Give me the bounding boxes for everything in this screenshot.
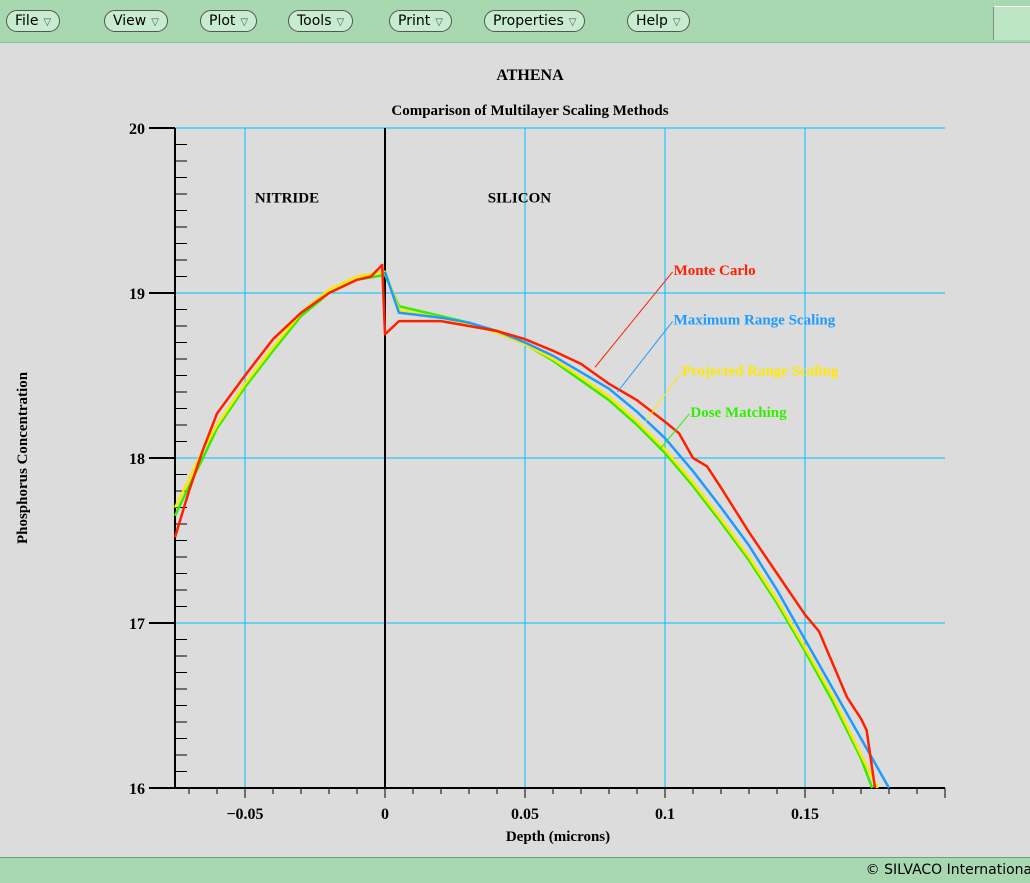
x-tick-label: 0.15 — [791, 806, 819, 823]
series-maximum-range-scaling-leader — [617, 321, 673, 393]
triangle-down-icon: ▽ — [672, 17, 681, 28]
menu-properties-label: Properties — [493, 13, 564, 29]
menu-help-label: Help — [636, 13, 668, 29]
series-monte-carlo — [173, 263, 877, 789]
x-tick-label: 0.05 — [511, 806, 539, 823]
y-tick-label: 16 — [129, 781, 145, 798]
series-projected-range-scaling-label: Projected Range Scaling — [682, 364, 839, 380]
region-label: SILICON — [488, 190, 552, 206]
x-tick-label: 0.1 — [655, 806, 675, 823]
menu-plot-button[interactable]: Plot ▽ — [200, 10, 258, 32]
menu-view-label: View — [113, 13, 147, 29]
triangle-down-icon: ▽ — [435, 17, 443, 28]
menu-tools-button[interactable]: Tools ▽ — [288, 10, 354, 32]
series-monte-carlo-leader — [594, 271, 673, 368]
x-axis-label: Depth (microns) — [506, 829, 610, 845]
window-corner-button[interactable] — [993, 6, 1030, 40]
menu-properties-button[interactable]: Properties ▽ — [484, 10, 586, 32]
y-tick-label: 20 — [129, 121, 145, 138]
region-label: NITRIDE — [255, 190, 319, 206]
y-tick-label: 17 — [129, 616, 145, 633]
chart-title: ATHENA — [496, 67, 564, 84]
series-projected-range-scaling-leader — [644, 372, 682, 422]
series-dose-matching — [173, 273, 874, 789]
series-projected-range-scaling — [173, 270, 879, 789]
y-tick-label: 19 — [129, 286, 145, 303]
copyright-text: © SILVACO International — [865, 862, 1030, 878]
menu-view-button[interactable]: View ▽ — [104, 10, 168, 32]
series-monte-carlo-label: Monte Carlo — [674, 263, 756, 279]
chart: 16 17 18 19 20 −0.05 0 0.05 0.1 0.15 NITRIDE SILICO… — [129, 121, 946, 823]
series-maximum-range-scaling — [383, 271, 891, 789]
chart-subtitle: Comparison of Multilayer Scaling Methods — [391, 103, 668, 119]
menu-file-label: File — [15, 13, 39, 29]
series-dose-matching-leader — [659, 413, 690, 451]
triangle-down-icon: ▽ — [43, 17, 52, 28]
plot-area: ATHENA Comparison of Multilayer Scaling … — [15, 67, 946, 845]
x-tick-label: 0 — [381, 806, 389, 823]
status-bar: © SILVACO International — [0, 857, 1030, 883]
triangle-down-icon: ▽ — [568, 17, 577, 28]
menu-print-label: Print — [398, 13, 431, 29]
menu-tools-label: Tools — [297, 13, 332, 29]
triangle-down-icon: ▽ — [240, 17, 249, 28]
menu-plot-label: Plot — [209, 13, 236, 29]
series-maximum-range-scaling-label: Maximum Range Scaling — [674, 312, 836, 328]
menu-file-button[interactable]: File ▽ — [6, 10, 61, 32]
y-tick-label: 18 — [129, 451, 145, 468]
menu-help-button[interactable]: Help ▽ — [627, 10, 690, 32]
series-dose-matching-label: Dose Matching — [690, 405, 787, 421]
menu-print-button[interactable]: Print ▽ — [389, 10, 452, 32]
y-axis-label: Phosphorus Concentration — [15, 371, 31, 544]
menu-bar: File ▽ View ▽ Plot ▽ Tools ▽ Print ▽ Properti… — [0, 0, 1030, 43]
triangle-down-icon: ▽ — [151, 17, 159, 28]
x-tick-label: −0.05 — [226, 806, 263, 823]
triangle-down-icon: ▽ — [336, 17, 345, 28]
